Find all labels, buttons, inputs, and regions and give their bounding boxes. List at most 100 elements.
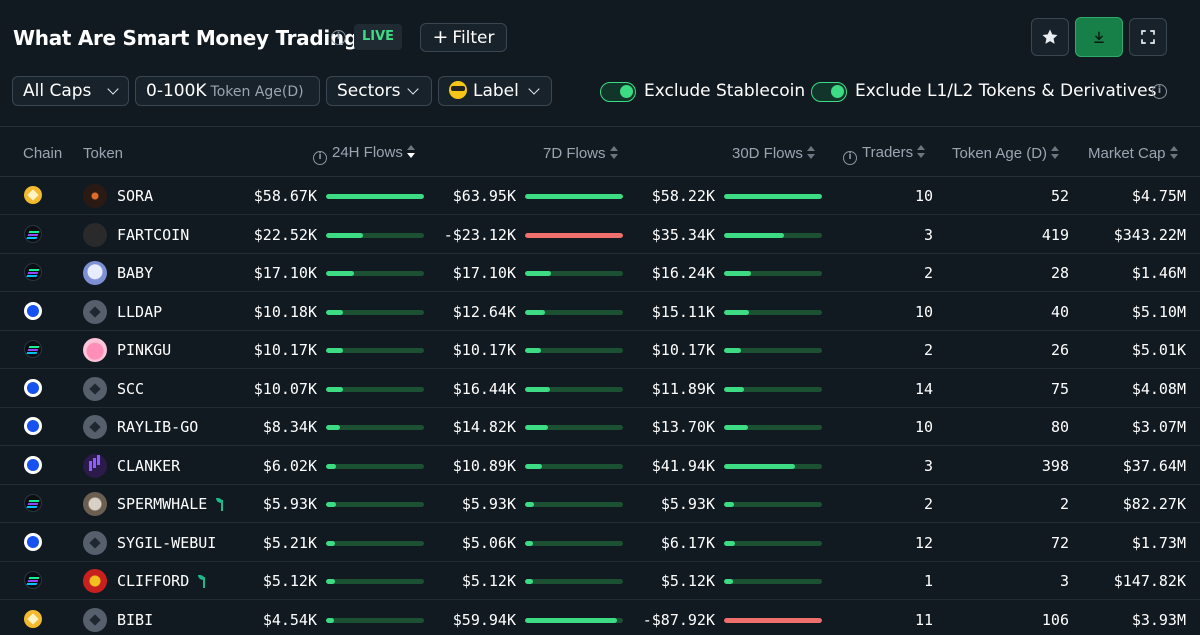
traders-value: 2 (923, 264, 933, 282)
header-24h-flows[interactable]: i 24H Flows (313, 144, 415, 165)
token-name[interactable]: SYGIL-WEBUI (117, 534, 216, 552)
token-name[interactable]: RAYLIB-GO (117, 418, 198, 436)
sort-desc-icon (406, 145, 415, 159)
exclude-stablecoin-label: Exclude Stablecoin (644, 81, 806, 101)
flow-bar-fill (525, 502, 534, 507)
token-name[interactable]: SORA (117, 187, 153, 205)
header-30d-flows[interactable]: 30D Flows (732, 145, 815, 162)
token-name[interactable]: BABY (117, 264, 153, 282)
token-name[interactable]: CLIFFORD (117, 572, 211, 590)
token-logo-icon (83, 415, 107, 439)
table-row[interactable]: CLIFFORD $5.12K $5.12K $5.12K 1 3 $147.82K (0, 562, 1200, 600)
token-age-filter[interactable]: 0-100K Token Age(D) (135, 76, 320, 106)
flow-7d-bar (525, 425, 623, 430)
table-row[interactable]: FARTCOIN $22.52K -$23.12K $35.34K 3 419 $343.2… (0, 216, 1200, 254)
flow-bar-fill (326, 309, 343, 315)
flow-7d-value: $14.82K (452, 418, 516, 436)
flow-bar-fill (724, 540, 735, 546)
flow-bar-fill (525, 232, 623, 238)
flow-bar-fill (724, 617, 822, 623)
age-range-value: 0-100K (146, 81, 207, 101)
flow-30d-bar (724, 579, 822, 584)
toggle-knob (831, 85, 844, 98)
base-chain-icon (24, 417, 42, 435)
label-dropdown[interactable]: Label (438, 76, 552, 106)
header-traders[interactable]: i Traders (843, 144, 926, 165)
flow-7d-bar (525, 540, 623, 546)
table-row[interactable]: SORA $58.67K $63.95K $58.22K 10 52 $4.75M (0, 177, 1200, 215)
table-row[interactable]: SCC $10.07K $16.44K $11.89K 14 75 $4.08M (0, 370, 1200, 408)
expand-icon (1141, 30, 1155, 44)
token-name[interactable]: FARTCOIN (117, 226, 189, 244)
table-row[interactable]: SYGIL-WEBUI $5.21K $5.06K $6.17K 12 72 $1.73M (0, 524, 1200, 562)
flow-7d-value: $16.44K (452, 379, 516, 398)
flow-7d-value: $10.89K (452, 456, 516, 475)
live-badge: LIVE (354, 24, 402, 50)
token-age-value: 40 (1050, 302, 1069, 321)
flow-bar-fill (525, 463, 542, 469)
flow-7d-value: $63.95K (452, 187, 516, 205)
caps-dropdown[interactable]: All Caps (12, 76, 129, 106)
flow-7d-bar (525, 463, 623, 469)
traders-value: 2 (923, 341, 933, 359)
token-name[interactable]: CLANKER (117, 457, 180, 475)
favorite-button[interactable] (1031, 18, 1069, 56)
token-name[interactable]: SPERMWHALE (117, 495, 229, 513)
token-age-value: 2 (1059, 495, 1069, 513)
header-market-cap[interactable]: Market Cap (1088, 145, 1178, 162)
table-row[interactable]: BIBI $4.54K $59.94K -$87.92K 11 106 $3.93M (0, 601, 1200, 635)
token-name-text: SORA (117, 187, 154, 205)
flow-30d-bar (724, 502, 822, 507)
fullscreen-button[interactable] (1129, 18, 1167, 56)
token-name[interactable]: SCC (117, 380, 144, 398)
sort-icon (917, 145, 926, 159)
flow-24h-bar (326, 463, 424, 469)
table-row[interactable]: RAYLIB-GO $8.34K $14.82K $13.70K 10 80 $3.07M (0, 408, 1200, 446)
table-row[interactable]: CLANKER $6.02K $10.89K $41.94K 3 398 $37.64M (0, 447, 1200, 485)
info-icon[interactable]: i (331, 30, 346, 45)
flow-bar-fill (525, 271, 552, 276)
flow-30d-value: $13.70K (651, 418, 715, 436)
flow-30d-value: $15.11K (651, 302, 715, 321)
page-title: What Are Smart Money Trading? (13, 26, 370, 50)
plus-icon: + (432, 26, 449, 48)
header-7d-flows[interactable]: 7D Flows (543, 145, 618, 162)
flow-7d-value: $5.12K (461, 572, 516, 590)
base-chain-icon (24, 301, 42, 320)
market-cap-value: $4.75M (1131, 187, 1186, 205)
flow-bar-fill (724, 463, 795, 469)
flow-24h-bar (326, 617, 424, 623)
download-button[interactable] (1075, 17, 1123, 57)
flow-30d-bar (724, 348, 822, 353)
table-row[interactable]: PINKGU $10.17K $10.17K $10.17K 2 26 $5.01K (0, 331, 1200, 369)
token-name[interactable]: BIBI (117, 611, 153, 629)
toggle-knob (620, 85, 633, 98)
solana-chain-icon (24, 571, 42, 589)
flow-24h-value: $5.21K (262, 533, 317, 552)
flow-bar-fill (724, 579, 733, 584)
base-chain-icon (24, 378, 42, 397)
exclude-stablecoin-toggle[interactable] (600, 82, 636, 102)
info-icon[interactable]: i (1152, 84, 1167, 99)
sectors-dropdown[interactable]: Sectors (326, 76, 432, 106)
header-token-age[interactable]: Token Age (D) (952, 145, 1060, 162)
table-row[interactable]: LLDAP $10.18K $12.64K $15.11K 10 40 $5.10M (0, 293, 1200, 331)
solana-chain-icon (24, 263, 42, 281)
bnb-chain-icon (24, 609, 42, 628)
flow-30d-bar (724, 386, 822, 392)
token-name[interactable]: PINKGU (117, 341, 171, 359)
exclude-l1l2-label: Exclude L1/L2 Tokens & Derivatives (855, 81, 1157, 101)
flow-bar-fill (525, 194, 623, 199)
table-row[interactable]: BABY $17.10K $17.10K $16.24K 2 28 $1.46M (0, 254, 1200, 292)
table-row[interactable]: SPERMWHALE $5.93K $5.93K $5.93K 2 2 $82.27K (0, 485, 1200, 523)
flow-bar-fill (326, 194, 424, 199)
token-age-value: 80 (1050, 418, 1069, 436)
flow-7d-value: $12.64K (452, 302, 516, 321)
token-name[interactable]: LLDAP (117, 303, 162, 321)
filter-button[interactable]: + Filter (420, 23, 507, 52)
exclude-l1l2-toggle[interactable] (811, 82, 847, 102)
token-name-text: BIBI (117, 610, 154, 629)
flow-24h-bar (326, 579, 424, 584)
flow-30d-value: -$87.92K (642, 610, 715, 629)
flow-24h-value: $17.10K (253, 264, 317, 282)
